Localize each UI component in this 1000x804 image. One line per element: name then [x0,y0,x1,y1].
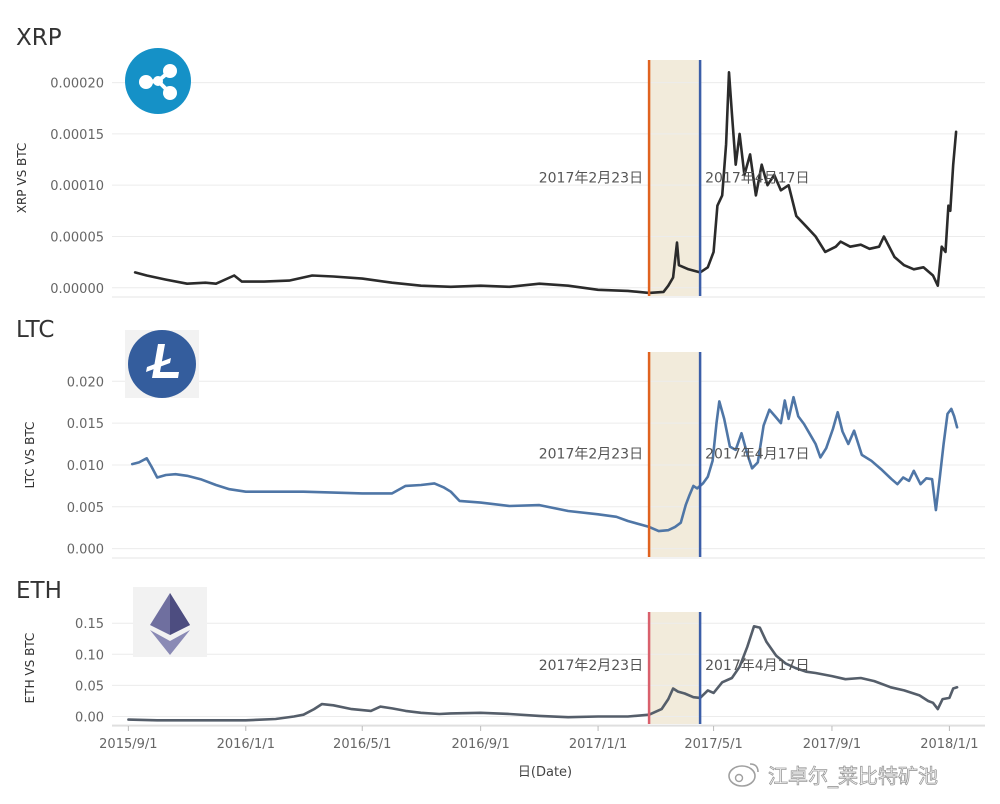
y-tick-label: 0.10 [75,648,104,663]
series-line [133,71,958,295]
x-axis: 2015/9/1 2016/1/1 2016/5/1 2016/9/1 2017/1/1… [99,725,985,752]
y-tick-label: 0.05 [75,679,104,694]
end-date-annotation: 2017年4月17日 [705,658,809,674]
y-tick-label: 0.000 [67,543,104,558]
ltc-icon-glyph [152,344,179,378]
highlight-band [649,612,701,724]
eth-icon-bottom [150,630,190,655]
ltc-icon-bar [146,358,171,372]
y-tick-label: 0.00000 [50,282,104,297]
y-axis-label: LTC VS BTC [23,422,37,489]
xrp-logo-icon [125,48,191,114]
y-tick-label: 0.15 [75,617,104,632]
y-tick-label: 0.00010 [50,179,104,194]
series-line [127,625,959,722]
x-tick-label: 2018/1/1 [920,737,978,752]
highlight-band [649,352,701,557]
x-tick-label: 2017/1/1 [569,737,627,752]
start-date-annotation: 2017年2月23日 [539,447,643,463]
y-tick-label: 0.00005 [50,230,104,245]
y-tick-label: 0.015 [67,417,104,432]
weibo-icon [728,763,759,787]
panels-layer: XRP 0.00000 0.00005 0.00010 0.00015 0.00020 XR… [15,25,985,752]
xrp-icon-node [163,86,177,100]
x-tick-label: 2015/9/1 [99,737,157,752]
y-tick-label: 0.020 [67,375,104,390]
y-axis-label: XRP VS BTC [15,143,29,214]
xrp-icon-node [139,75,153,89]
watermark-text: 江卓尔_莱比特矿池 [768,764,938,788]
x-tick-label: 2016/1/1 [217,737,275,752]
watermark: 江卓尔_莱比特矿池 [728,763,938,788]
eth-logo-icon [133,587,207,657]
panel-title: XRP [16,25,62,51]
y-tick-label: 0.00 [75,711,104,726]
y-axis-label: ETH VS BTC [23,633,37,704]
panel-title: LTC [16,317,54,343]
x-tick-label: 2017/9/1 [803,737,861,752]
y-tick-label: 0.010 [67,459,104,474]
series-line [130,395,959,533]
y-tick-label: 0.00020 [50,77,104,92]
panel-xrp: XRP 0.00000 0.00005 0.00010 0.00015 0.00020 XR… [15,25,985,298]
panel-eth: ETH 0.00 0.05 0.10 0.15 ETH VS BTC 2017年2月23日 2… [16,578,985,726]
end-date-annotation: 2017年4月17日 [705,171,809,187]
ltc-logo-icon [125,330,199,398]
panel-title: ETH [16,578,62,604]
x-axis-label: 日(Date) [518,765,572,780]
xrp-icon-node [163,64,177,78]
y-tick-label: 0.00015 [50,128,104,143]
x-tick-label: 2016/5/1 [333,737,391,752]
x-tick-label: 2017/5/1 [684,737,742,752]
start-date-annotation: 2017年2月23日 [539,658,643,674]
panel-ltc: LTC 0.000 0.005 0.010 0.015 0.020 LTC VS BTC 20… [16,317,985,559]
eth-icon-shade [170,593,190,635]
xrp-icon-node [153,76,163,86]
x-tick-label: 2016/9/1 [451,737,509,752]
start-date-annotation: 2017年2月23日 [539,171,643,187]
y-tick-label: 0.005 [67,501,104,516]
end-date-annotation: 2017年4月17日 [705,447,809,463]
